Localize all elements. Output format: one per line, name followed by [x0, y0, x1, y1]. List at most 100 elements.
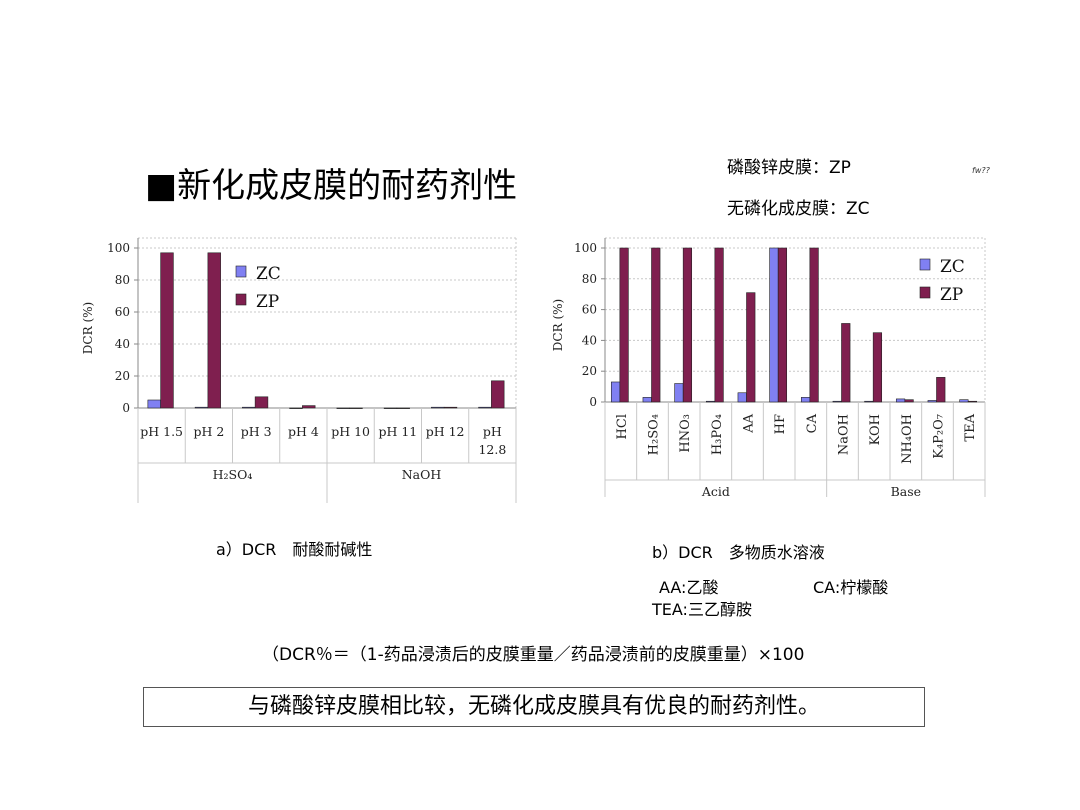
bar-zp	[967, 400, 978, 403]
x-tick-label: CA	[805, 413, 820, 433]
bar-zc	[769, 247, 779, 403]
bar-zc	[194, 406, 209, 409]
page-title: ■新化成皮膜的耐药剂性	[145, 166, 518, 206]
x-tick-label: TEA	[963, 413, 978, 441]
chart-a: 0 20 40 60 80 100 DCR (%) pH 1.5 pH 2 pH 3 pH 4 pH …	[81, 237, 517, 503]
bar-zp	[491, 380, 505, 409]
bar-zc	[431, 406, 445, 409]
group-label: NaOH	[402, 467, 442, 482]
legend-label-zp: ZP	[256, 292, 279, 312]
legend-swatch-zc	[235, 265, 247, 278]
y-tick-label: 0	[589, 395, 597, 409]
bar-zp	[619, 247, 629, 403]
x-tick-label: pH 12	[426, 424, 465, 439]
x-tick-label: HCl	[615, 414, 630, 439]
bar-zc	[147, 399, 161, 409]
group-label: Base	[891, 484, 921, 499]
abbr-tea: TEA:三乙醇胺	[652, 600, 752, 619]
conclusion-text: 与磷酸锌皮膜相比较，无磷化成皮膜具有优良的耐药剂性。	[247, 694, 820, 719]
bar-zp	[160, 252, 174, 409]
bar-zc	[289, 407, 303, 409]
x-tick-label: pH 2	[193, 424, 224, 439]
bar-zp	[904, 399, 914, 403]
bar-zp	[443, 406, 458, 409]
legend-swatch-zp	[235, 293, 247, 306]
bar-zp	[302, 405, 316, 409]
bar-zp	[872, 332, 883, 403]
bar-zc	[478, 406, 492, 409]
bar-zc	[336, 407, 350, 409]
conclusion-box: 与磷酸锌皮膜相比较，无磷化成皮膜具有优良的耐药剂性。	[143, 687, 925, 727]
x-tick-label: NaOH	[837, 414, 852, 455]
y-tick-label: 20	[582, 364, 597, 378]
y-tick-label: 0	[122, 401, 130, 415]
bar-zc	[674, 383, 684, 403]
y-tick-label: 80	[582, 272, 597, 286]
y-tick-label: 100	[107, 241, 130, 255]
group-label: Acid	[701, 484, 730, 499]
legend-label-zc: ZC	[256, 264, 281, 284]
bar-zp	[349, 407, 363, 409]
bar-zp	[396, 407, 410, 409]
bar-zc	[242, 406, 256, 409]
group-label: H₂SO₄	[213, 467, 253, 482]
legend-swatch-zc	[919, 258, 931, 271]
bar-zp	[207, 252, 221, 409]
bar-zp	[254, 396, 269, 409]
x-tick-label: KOH	[868, 414, 883, 445]
bar-zc	[959, 399, 969, 403]
x-tick-label: H₃PO₄	[710, 414, 725, 455]
caption-a: a）DCR 耐酸耐碱性	[216, 540, 373, 559]
y-tick-label: 60	[582, 303, 597, 317]
x-tick-label: pH 11	[378, 424, 417, 439]
bar-zp	[936, 377, 946, 403]
bar-zp	[651, 247, 661, 403]
chart-b: 0 20 40 60 80 100 DCR (%) HCl H₂SO₄ HNO₃ H₃PO₄ AA HF…	[551, 237, 986, 499]
bar-zc	[800, 397, 811, 403]
bar-zc	[737, 392, 747, 403]
y-tick-label: 40	[115, 337, 130, 351]
x-tick-label: NH₄OH	[900, 414, 915, 464]
y-tick-label: 20	[115, 369, 130, 383]
bar-zp	[841, 323, 851, 403]
bar-zc	[705, 400, 716, 403]
zc-definition: 无磷化成皮膜：ZC	[727, 199, 870, 219]
x-tick-label: pH	[483, 424, 502, 439]
x-tick-label: HF	[773, 414, 788, 434]
x-tick-label: H₂SO₄	[647, 414, 662, 455]
bar-zp	[746, 292, 756, 403]
legend-swatch-zp	[919, 286, 931, 299]
abbr-aa: AA:乙酸	[659, 578, 719, 597]
x-tick-label: pH 3	[241, 424, 272, 439]
x-tick-label: 12.8	[478, 442, 506, 457]
dcr-formula: （DCR％＝（1-药品浸渍后的皮膜重量／药品浸渍前的皮膜重量）×100	[262, 645, 805, 665]
bar-zp	[682, 247, 693, 403]
y-tick-label: 100	[574, 241, 597, 255]
bar-zc	[610, 381, 621, 403]
bar-zp	[714, 247, 724, 403]
x-tick-label: AA	[742, 413, 757, 433]
zp-definition: 磷酸锌皮膜：ZP	[727, 158, 851, 178]
bar-zc	[383, 407, 398, 409]
x-tick-label: HNO₃	[678, 414, 693, 453]
x-tick-label: pH 10	[331, 424, 370, 439]
bar-zc	[895, 398, 906, 403]
legend-label-zp: ZP	[940, 285, 963, 305]
corner-mark: fw??	[972, 166, 990, 175]
y-tick-label: 40	[582, 333, 597, 347]
bar-zc	[642, 397, 652, 403]
y-axis-label: DCR (%)	[81, 302, 95, 354]
bar-zc	[832, 400, 842, 403]
y-tick-label: 80	[115, 273, 130, 287]
y-tick-label: 60	[115, 305, 130, 319]
bar-zc	[927, 400, 937, 403]
x-tick-label: pH 4	[288, 424, 319, 439]
bar-zp	[809, 247, 819, 403]
y-axis-label: DCR (%)	[551, 299, 565, 351]
x-tick-label: K₄P₂O₇	[932, 414, 947, 459]
bar-zc	[864, 400, 874, 403]
legend-label-zc: ZC	[940, 257, 965, 277]
x-tick-label: pH 1.5	[140, 424, 183, 439]
bar-zp	[777, 247, 788, 403]
abbr-ca: CA:柠檬酸	[813, 578, 889, 597]
